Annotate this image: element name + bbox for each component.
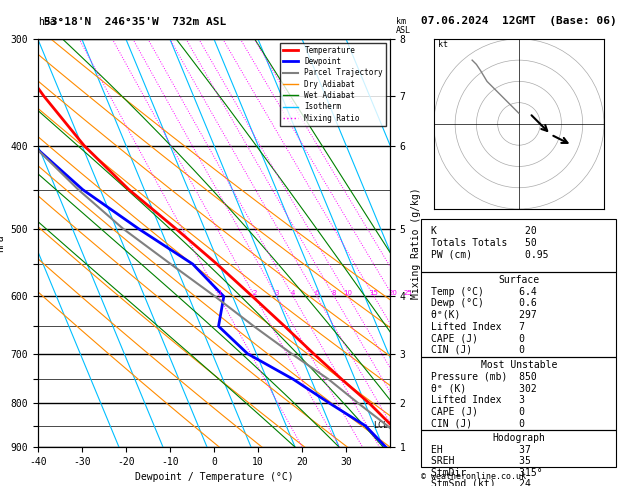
Text: Hodograph: Hodograph	[493, 433, 545, 443]
X-axis label: Dewpoint / Temperature (°C): Dewpoint / Temperature (°C)	[135, 472, 293, 483]
Text: 2: 2	[253, 291, 257, 296]
Bar	[421, 272, 616, 357]
Text: hPa: hPa	[38, 17, 55, 27]
Text: Surface: Surface	[498, 275, 540, 285]
Text: Most Unstable: Most Unstable	[481, 360, 557, 370]
Text: LCL: LCL	[373, 421, 388, 431]
Bar	[421, 430, 616, 467]
Y-axis label: hPa: hPa	[0, 234, 5, 252]
Text: km
ASL: km ASL	[396, 17, 411, 35]
Bar	[421, 357, 616, 430]
Y-axis label: Mixing Ratio (g/kg): Mixing Ratio (g/kg)	[411, 187, 421, 299]
Text: 20: 20	[389, 291, 398, 296]
Text: K               20
Totals Totals   50
PW (cm)         0.95: K 20 Totals Totals 50 PW (cm) 0.95	[431, 226, 548, 259]
Text: Temp (°C)      6.4
Dewp (°C)      0.6
θᵉ(K)          297
Lifted Index   7
CAPE (: Temp (°C) 6.4 Dewp (°C) 0.6 θᵉ(K) 297 Li…	[431, 287, 537, 355]
Text: 15: 15	[370, 291, 379, 296]
Legend: Temperature, Dewpoint, Parcel Trajectory, Dry Adiabat, Wet Adiabat, Isotherm, Mi: Temperature, Dewpoint, Parcel Trajectory…	[280, 43, 386, 125]
Text: 10: 10	[343, 291, 353, 296]
Text: EH             37
SREH           35
StmDir         315°
StmSpd (kt)    24: EH 37 SREH 35 StmDir 315° StmSpd (kt) 24	[431, 445, 543, 486]
Text: 4: 4	[291, 291, 295, 296]
Text: 3: 3	[275, 291, 279, 296]
Text: Pressure (mb)  850
θᵉ (K)         302
Lifted Index   3
CAPE (J)       0
CIN (J) : Pressure (mb) 850 θᵉ (K) 302 Lifted Inde…	[431, 372, 537, 428]
Text: 25: 25	[404, 291, 413, 296]
Text: 6: 6	[314, 291, 319, 296]
Text: 07.06.2024  12GMT  (Base: 06): 07.06.2024 12GMT (Base: 06)	[421, 16, 617, 26]
Text: kt: kt	[438, 40, 448, 50]
Text: © weatheronline.co.uk: © weatheronline.co.uk	[421, 472, 526, 481]
Text: 8: 8	[332, 291, 337, 296]
Bar	[421, 219, 616, 272]
Text: 1: 1	[217, 291, 221, 296]
Text: 53°18'N  246°35'W  732m ASL: 53°18'N 246°35'W 732m ASL	[44, 17, 226, 27]
